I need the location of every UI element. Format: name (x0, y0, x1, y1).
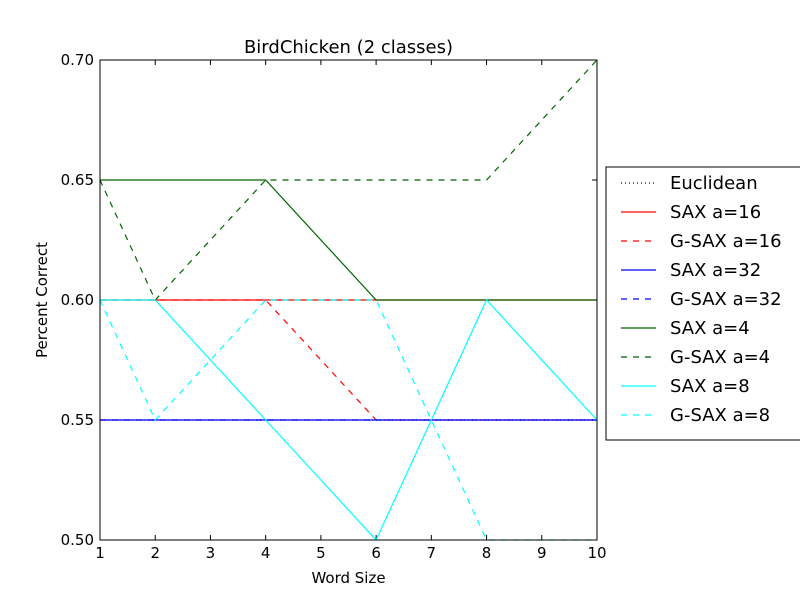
y-tick-label: 0.50 (61, 531, 94, 549)
x-tick-label: 7 (427, 544, 437, 562)
legend-label: Euclidean (670, 173, 758, 194)
x-tick-label: 8 (482, 544, 492, 562)
y-tick-label: 0.65 (61, 171, 94, 189)
legend-label: G-SAX a=4 (670, 347, 770, 368)
legend-label: G-SAX a=8 (670, 405, 770, 426)
series-line-g-sax-a-4 (99, 59, 598, 302)
legend-label: SAX a=32 (670, 260, 761, 281)
x-tick-label: 1 (95, 544, 105, 562)
legend-label: G-SAX a=16 (670, 231, 782, 252)
x-tick-label: 9 (537, 544, 547, 562)
x-tick-label: 2 (150, 544, 160, 562)
y-axis-label: Percent Correct (33, 242, 51, 358)
legend: Euclidean SAX a=16 G-SAX a=16 SAX a=32 G-SAX… (605, 166, 800, 441)
legend-label: SAX a=16 (670, 202, 761, 223)
legend-label: SAX a=4 (670, 318, 750, 339)
x-tick-label: 6 (371, 544, 381, 562)
x-tick-label: 10 (587, 544, 606, 562)
y-tick-label: 0.70 (61, 51, 94, 69)
x-tick-label: 3 (206, 544, 216, 562)
legend-label: SAX a=8 (670, 376, 750, 397)
x-axis-label: Word Size (311, 569, 385, 587)
x-tick-label: 4 (261, 544, 271, 562)
plot-frame (99, 59, 598, 541)
ticks: 1 2 3 4 5 6 7 8 9 10 0.50 0.55 0.60 0.65 0.70 (61, 51, 607, 562)
y-tick-label: 0.60 (61, 291, 94, 309)
series-line-sax-a-4 (100, 179, 597, 301)
series-line-sax-a-8 (100, 298, 598, 542)
x-tick-label: 5 (316, 544, 326, 562)
legend-label: G-SAX a=32 (670, 289, 782, 310)
y-tick-label: 0.55 (61, 411, 94, 429)
chart-title: BirdChicken (2 classes) (244, 37, 453, 58)
